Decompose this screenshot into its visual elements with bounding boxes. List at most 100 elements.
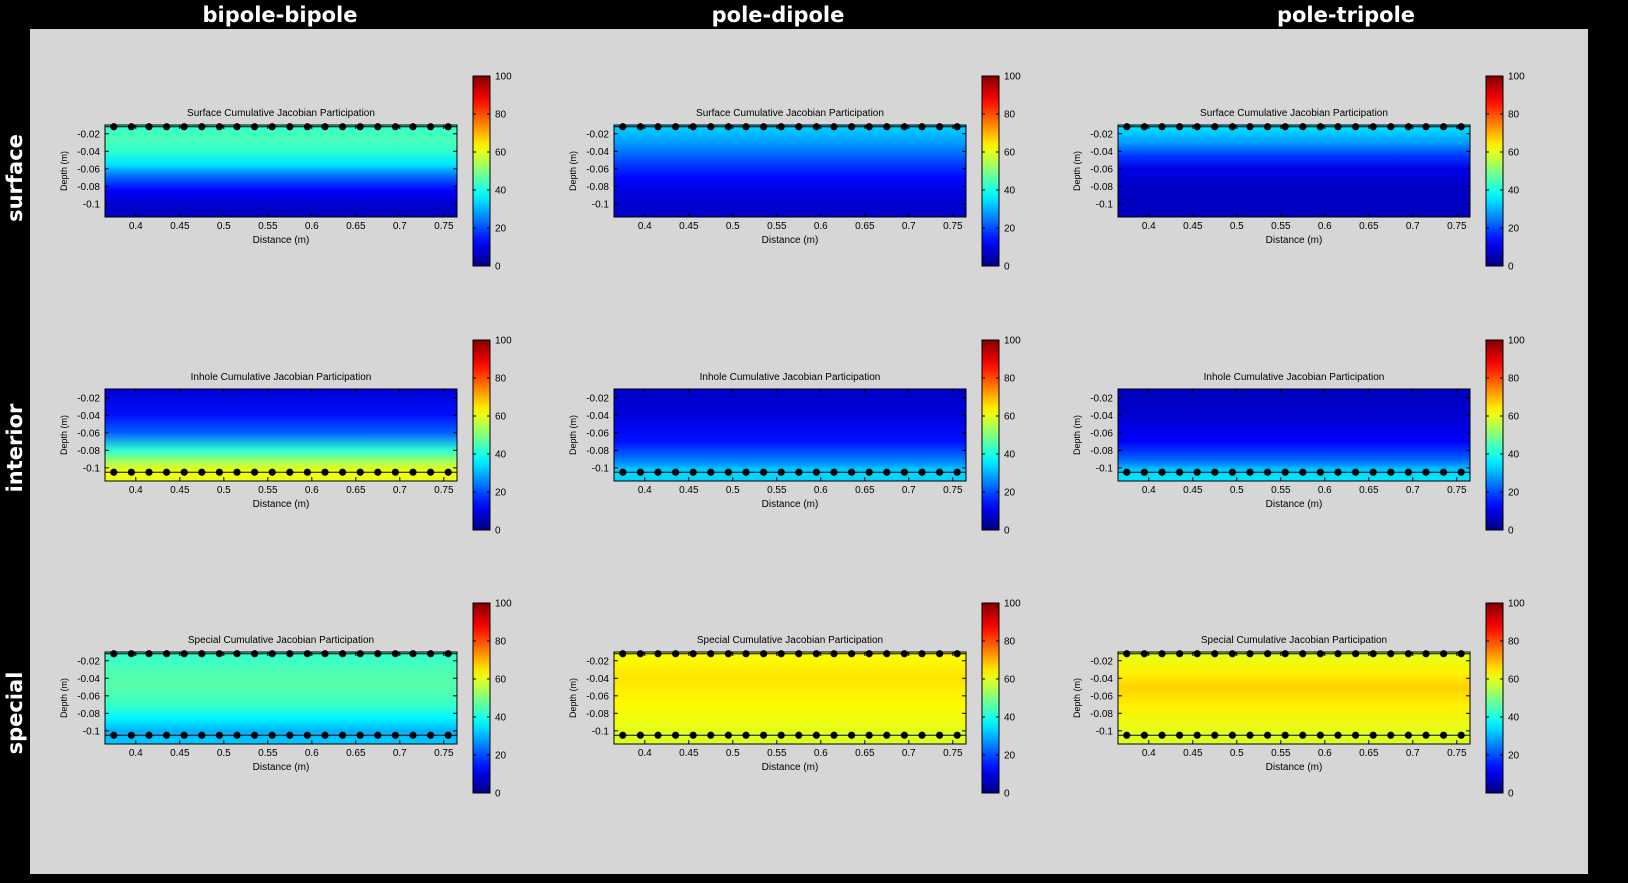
x-tick-label-special-pole-tripole-4: 0.6: [1318, 748, 1332, 759]
electrode-special-pole-dipole-0-0: [619, 650, 627, 658]
y-axis-label-surface-pole-dipole: Depth (m): [568, 151, 578, 191]
colorbar-bar-special-pole-dipole: [981, 602, 1000, 794]
x-axis-label-surface-bipole-bipole: Distance (m): [253, 235, 310, 246]
electrode-special-pole-dipole-1-19: [953, 731, 961, 739]
colorbar-tick-label-surface-pole-tripole-5: 100: [1508, 72, 1525, 83]
colorbar-bar-interior-bipole-bipole: [472, 339, 491, 531]
colorbar-tick-label-surface-pole-dipole-5: 100: [1004, 72, 1021, 83]
x-tick-label-special-pole-dipole-5: 0.65: [855, 748, 875, 759]
electrode-special-bipole-bipole-0-11: [303, 650, 311, 658]
electrode-interior-pole-dipole-0-5: [707, 468, 715, 476]
electrode-interior-pole-dipole-0-3: [672, 468, 680, 476]
electrode-surface-bipole-bipole-0-10: [286, 123, 294, 131]
electrode-special-pole-tripole-0-19: [1457, 650, 1465, 658]
subplot-surface-pole-tripole: Surface Cumulative Jacobian Participatio…: [1072, 72, 1525, 273]
electrode-special-pole-tripole-1-3: [1176, 731, 1184, 739]
electrode-surface-pole-tripole-0-9: [1281, 123, 1289, 131]
electrode-interior-pole-tripole-0-9: [1281, 468, 1289, 476]
y-axis-label-interior-pole-tripole: Depth (m): [1072, 415, 1082, 455]
y-tick-label-interior-pole-tripole-4: -0.1: [1096, 463, 1114, 474]
electrode-interior-pole-tripole-0-7: [1246, 468, 1254, 476]
electrode-special-bipole-bipole-1-2: [145, 731, 153, 739]
colorbar-tick-label-interior-pole-tripole-5: 100: [1508, 336, 1525, 347]
y-tick-label-interior-pole-dipole-4: -0.1: [592, 463, 610, 474]
electrode-special-pole-dipole-1-0: [619, 731, 627, 739]
electrode-interior-bipole-bipole-0-14: [356, 468, 364, 476]
colorbar-tick-label-interior-bipole-bipole-0: 0: [495, 526, 501, 537]
electrode-special-pole-dipole-1-12: [830, 731, 838, 739]
colorbar-tick-label-special-pole-dipole-4: 80: [1004, 637, 1016, 648]
y-tick-label-surface-pole-dipole-3: -0.08: [586, 182, 609, 193]
electrode-special-pole-dipole-1-17: [918, 731, 926, 739]
y-tick-label-interior-bipole-bipole-1: -0.04: [77, 411, 100, 422]
electrode-special-bipole-bipole-0-1: [127, 650, 135, 658]
colorbar-tick-label-interior-bipole-bipole-3: 60: [495, 412, 507, 423]
y-axis-label-interior-bipole-bipole: Depth (m): [59, 415, 69, 455]
electrode-special-pole-dipole-0-15: [883, 650, 891, 658]
x-tick-label-surface-bipole-bipole-1: 0.45: [170, 221, 190, 232]
y-tick-label-special-pole-tripole-2: -0.06: [1090, 691, 1113, 702]
y-tick-label-special-pole-dipole-2: -0.06: [586, 691, 609, 702]
electrode-interior-pole-tripole-0-1: [1140, 468, 1148, 476]
colorbar-tick-label-special-pole-tripole-2: 40: [1508, 713, 1520, 724]
x-tick-label-special-bipole-bipole-5: 0.65: [346, 748, 366, 759]
electrode-special-pole-tripole-1-19: [1457, 731, 1465, 739]
subplot-special-pole-dipole: Special Cumulative Jacobian Participatio…: [568, 599, 1021, 800]
electrode-special-bipole-bipole-0-16: [391, 650, 399, 658]
colorbar-special-pole-tripole: 0 20 40 60 80 100: [1485, 599, 1525, 800]
electrode-surface-pole-tripole-0-8: [1264, 123, 1272, 131]
electrode-interior-bipole-bipole-0-12: [321, 468, 329, 476]
y-tick-label-surface-bipole-bipole-0: -0.02: [77, 129, 100, 140]
plot-title-interior-bipole-bipole: Inhole Cumulative Jacobian Participation: [191, 372, 372, 383]
electrode-interior-bipole-bipole-0-17: [409, 468, 417, 476]
x-tick-label-interior-pole-dipole-3: 0.55: [767, 485, 787, 496]
colorbar-tick-label-surface-bipole-bipole-0: 0: [495, 262, 501, 273]
heatmap-interior-pole-tripole: [1118, 389, 1470, 481]
x-tick-label-surface-bipole-bipole-5: 0.65: [346, 221, 366, 232]
electrode-special-pole-dipole-0-17: [918, 650, 926, 658]
y-tick-label-interior-pole-dipole-0: -0.02: [586, 393, 609, 404]
electrode-special-pole-tripole-0-13: [1352, 650, 1360, 658]
colorbar-tick-label-surface-pole-dipole-4: 80: [1004, 110, 1016, 121]
electrode-interior-pole-dipole-0-4: [689, 468, 697, 476]
x-axis-label-interior-pole-dipole: Distance (m): [762, 499, 819, 510]
x-tick-label-interior-bipole-bipole-2: 0.5: [217, 485, 231, 496]
colorbar-tick-label-interior-bipole-bipole-4: 80: [495, 374, 507, 385]
x-tick-label-special-bipole-bipole-3: 0.55: [258, 748, 278, 759]
plot-title-special-bipole-bipole: Special Cumulative Jacobian Participatio…: [188, 635, 374, 646]
electrode-interior-pole-dipole-0-6: [724, 468, 732, 476]
electrode-special-pole-dipole-0-14: [865, 650, 873, 658]
electrode-surface-bipole-bipole-0-5: [198, 123, 206, 131]
x-tick-label-interior-pole-dipole-0: 0.4: [638, 485, 652, 496]
electrode-surface-pole-dipole-0-2: [654, 123, 662, 131]
x-tick-label-special-pole-dipole-7: 0.75: [943, 748, 963, 759]
x-tick-label-special-pole-dipole-0: 0.4: [638, 748, 652, 759]
electrode-interior-bipole-bipole-0-0: [110, 468, 118, 476]
x-tick-label-surface-bipole-bipole-3: 0.55: [258, 221, 278, 232]
electrode-special-pole-dipole-1-10: [795, 731, 803, 739]
electrode-special-pole-tripole-0-2: [1158, 650, 1166, 658]
x-tick-label-surface-pole-tripole-7: 0.75: [1447, 221, 1467, 232]
electrode-surface-pole-tripole-0-6: [1228, 123, 1236, 131]
y-tick-label-interior-bipole-bipole-2: -0.06: [77, 428, 100, 439]
row-title-surface: surface: [3, 133, 27, 222]
electrode-special-pole-tripole-1-8: [1264, 731, 1272, 739]
electrode-special-pole-tripole-1-9: [1281, 731, 1289, 739]
x-tick-label-surface-bipole-bipole-4: 0.6: [305, 221, 319, 232]
x-tick-label-special-pole-dipole-4: 0.6: [814, 748, 828, 759]
y-tick-label-surface-bipole-bipole-1: -0.04: [77, 147, 100, 158]
column-title-bipole-bipole: bipole-bipole: [202, 3, 358, 27]
electrode-surface-pole-tripole-0-10: [1299, 123, 1307, 131]
electrode-special-pole-dipole-1-5: [707, 731, 715, 739]
x-tick-label-surface-pole-tripole-1: 0.45: [1183, 221, 1203, 232]
electrode-special-bipole-bipole-0-2: [145, 650, 153, 658]
electrode-interior-pole-dipole-0-8: [760, 468, 768, 476]
x-tick-label-special-pole-dipole-1: 0.45: [679, 748, 699, 759]
electrode-surface-pole-tripole-0-0: [1123, 123, 1131, 131]
electrode-interior-pole-tripole-0-2: [1158, 468, 1166, 476]
electrode-special-pole-dipole-1-13: [848, 731, 856, 739]
electrode-surface-bipole-bipole-0-14: [356, 123, 364, 131]
heatmap-interior-bipole-bipole: [105, 389, 457, 481]
electrode-special-bipole-bipole-0-0: [110, 650, 118, 658]
colorbar-tick-label-interior-pole-tripole-3: 60: [1508, 412, 1520, 423]
